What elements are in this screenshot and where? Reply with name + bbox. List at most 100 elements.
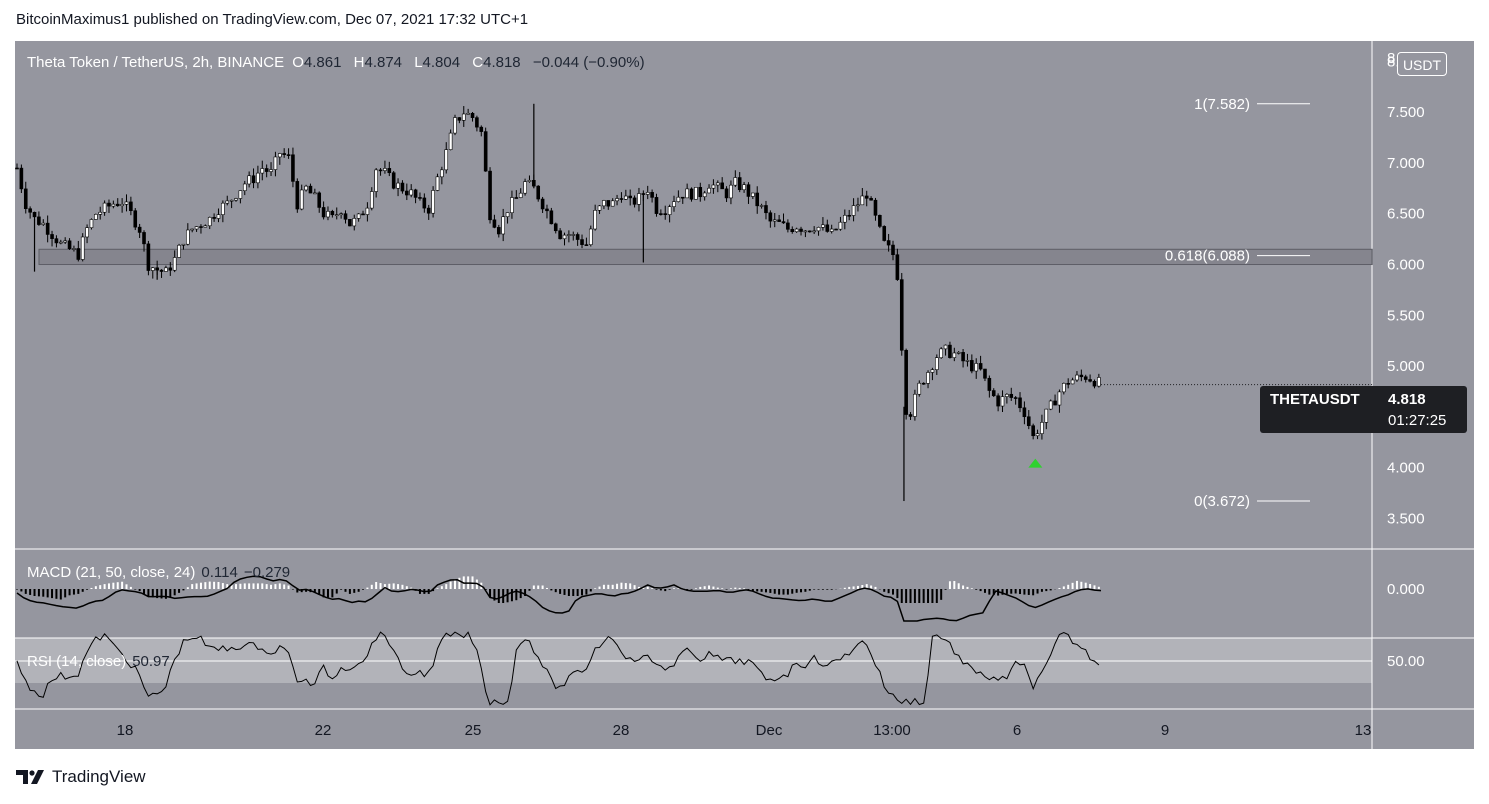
macd-bar	[957, 583, 960, 589]
macd-bar	[125, 584, 128, 589]
macd-bar	[20, 589, 23, 592]
candle-down	[755, 192, 760, 207]
candle-up	[313, 192, 317, 195]
macd-bar	[1010, 589, 1013, 594]
macd-bar	[821, 589, 824, 590]
candle-up	[374, 169, 378, 192]
macd-bar	[655, 589, 658, 590]
macd-bar	[116, 582, 119, 589]
candle-down	[689, 188, 694, 200]
macd-bar	[633, 585, 636, 589]
price-axis-tick: 4.000	[1387, 460, 1425, 477]
candle-down	[650, 192, 654, 198]
macd-bar	[493, 589, 496, 601]
candle-up	[1005, 393, 1009, 397]
macd-bar	[107, 583, 110, 589]
candlestick-chart-svg[interactable]: 8.0007.5007.0006.5006.0005.5005.0004.000…	[15, 41, 1474, 749]
candle-down	[76, 248, 81, 260]
candle-down	[921, 382, 926, 385]
candle-down	[129, 201, 133, 212]
candle-down	[264, 168, 269, 172]
macd-bar	[843, 587, 846, 589]
candle-down	[1066, 383, 1070, 385]
macd-bar	[962, 585, 965, 589]
candle-down	[391, 172, 396, 189]
macd-value-1: 0.114	[201, 564, 238, 581]
macd-bar	[629, 583, 632, 589]
time-axis-tick: 9	[1161, 722, 1169, 739]
candle-down	[878, 215, 882, 227]
macd-bar	[55, 589, 58, 599]
tradingview-brand[interactable]: TradingView	[16, 767, 146, 787]
macd-bar	[379, 583, 382, 589]
macd-bar	[37, 589, 40, 597]
candle-down	[847, 214, 852, 217]
macd-bar	[900, 589, 903, 603]
time-axis-tick: 13	[1355, 722, 1372, 739]
candle-down	[948, 344, 952, 358]
candle-down	[1083, 376, 1088, 380]
symbol-legend: Theta Token / TetherUS, 2h, BINANCE O4.8…	[27, 54, 645, 71]
candle-down	[799, 228, 803, 232]
macd-bar	[353, 589, 356, 593]
candle-up	[851, 205, 856, 216]
candle-up	[448, 132, 453, 150]
time-axis-tick: 18	[117, 722, 134, 739]
candle-up	[124, 201, 129, 205]
rsi-value: 50.97	[132, 653, 170, 670]
macd-bar	[769, 589, 772, 593]
macd-bar	[773, 589, 776, 594]
macd-bar	[966, 586, 969, 589]
macd-bar	[138, 589, 141, 592]
candle-up	[164, 267, 168, 272]
legend-high-label: H	[353, 54, 365, 71]
candle-up	[102, 202, 107, 213]
macd-bar	[979, 589, 982, 592]
macd-bar	[598, 586, 601, 589]
candle-down	[996, 395, 1000, 407]
macd-bar	[169, 589, 172, 598]
green-arrow-marker	[1028, 458, 1043, 468]
candle-down	[361, 213, 365, 216]
candle-down	[107, 202, 111, 207]
candle-up	[593, 210, 597, 230]
candle-up	[562, 234, 567, 240]
candle-down	[199, 226, 203, 228]
candle-up	[203, 225, 208, 228]
macd-bar	[458, 577, 461, 589]
macd-bar	[782, 589, 785, 595]
fib-level-label: 1(7.582)	[1194, 96, 1250, 113]
candle-down	[137, 226, 142, 233]
candle-up	[466, 112, 470, 115]
candle-down	[37, 216, 41, 225]
candle-down	[413, 189, 418, 198]
candle-down	[790, 229, 795, 233]
candle-down	[330, 210, 335, 216]
candle-up	[247, 175, 251, 185]
candle-down	[908, 414, 913, 417]
legend-open: 4.861	[303, 54, 342, 71]
candle-down	[251, 175, 256, 184]
candle-down	[343, 213, 348, 220]
macd-bar	[33, 589, 36, 596]
candle-down	[142, 232, 146, 245]
candle-down	[807, 230, 812, 233]
candle-down	[492, 219, 497, 228]
chart-frame[interactable]: 8.0007.5007.0006.5006.0005.5005.0004.000…	[15, 41, 1474, 749]
candle-up	[41, 222, 46, 225]
candle-down	[575, 234, 580, 240]
macd-bar	[1067, 584, 1070, 589]
candle-down	[606, 200, 611, 207]
macd-bar	[510, 589, 513, 602]
macd-bar	[397, 584, 400, 589]
candle-up	[269, 169, 273, 172]
macd-bar	[830, 589, 833, 590]
candle-up	[1062, 383, 1066, 393]
currency-unit-button[interactable]: USDT	[1397, 52, 1447, 76]
candle-up	[816, 227, 821, 232]
candle-up	[685, 188, 689, 199]
candle-down	[768, 212, 773, 222]
candle-down	[348, 219, 352, 227]
candle-down	[19, 167, 24, 190]
macd-bar	[887, 589, 890, 594]
